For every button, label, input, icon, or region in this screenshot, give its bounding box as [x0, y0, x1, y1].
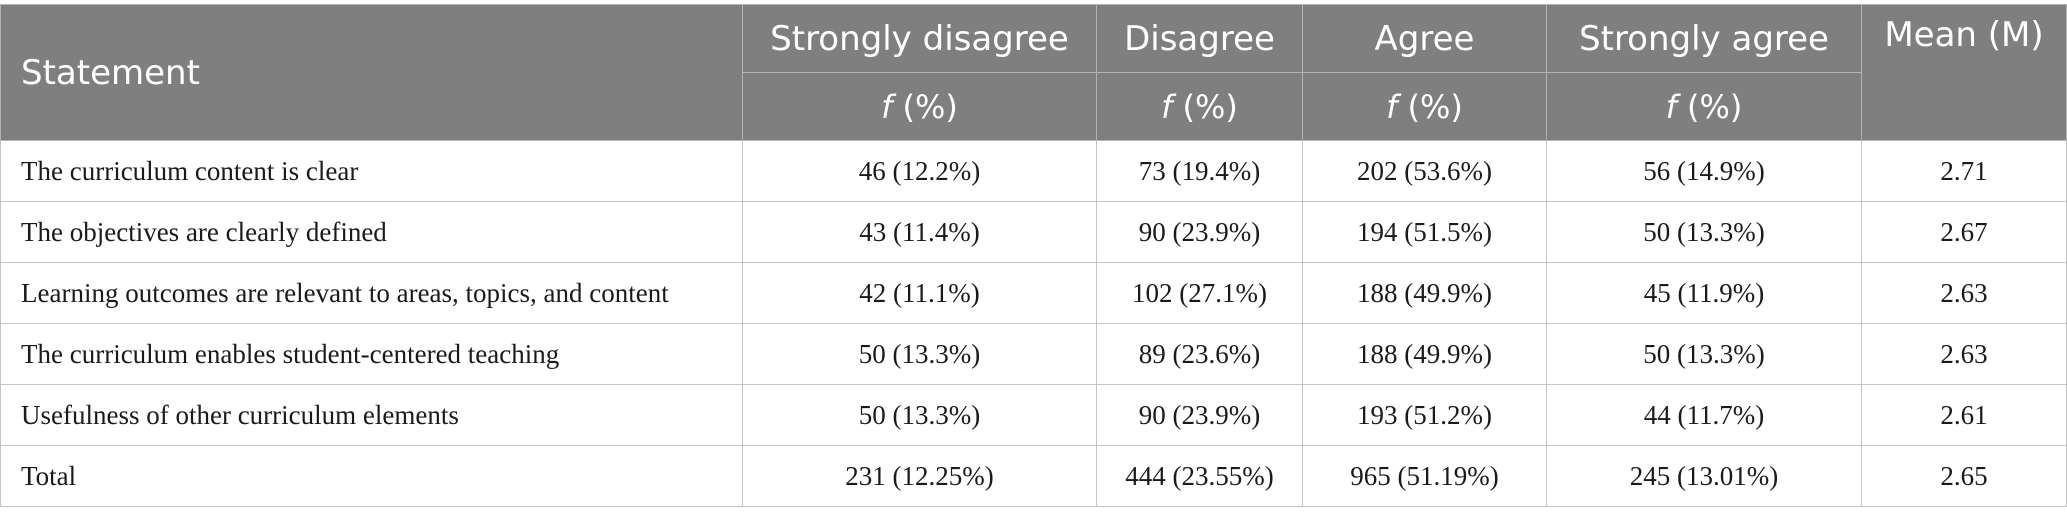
subheader-pct: (%): [1172, 87, 1238, 126]
cell-strongly-disagree: 46 (12.2%): [742, 140, 1097, 202]
cell-disagree: 444 (23.55%): [1096, 445, 1303, 507]
table-row: The objectives are clearly defined 43 (1…: [0, 201, 2067, 263]
table-row: The curriculum enables student-centered …: [0, 323, 2067, 385]
table-header: Statement Strongly disagree Disagree Agr…: [0, 4, 2067, 141]
cell-mean: 2.63: [1861, 323, 2067, 385]
subheader-f: f: [1665, 87, 1677, 126]
cell-disagree: 102 (27.1%): [1096, 262, 1303, 324]
table-body: The curriculum content is clear 46 (12.2…: [0, 140, 2067, 507]
subheader-frequency-percent: f (%): [1096, 72, 1303, 141]
cell-strongly-agree: 50 (13.3%): [1546, 201, 1862, 263]
subheader-pct: (%): [1397, 87, 1463, 126]
cell-strongly-agree: 245 (13.01%): [1546, 445, 1862, 507]
cell-agree: 202 (53.6%): [1302, 140, 1547, 202]
cell-strongly-agree: 50 (13.3%): [1546, 323, 1862, 385]
cell-mean: 2.63: [1861, 262, 2067, 324]
subheader-frequency-percent: f (%): [1302, 72, 1547, 141]
cell-agree: 188 (49.9%): [1302, 323, 1547, 385]
cell-mean: 2.67: [1861, 201, 2067, 263]
cell-statement: The curriculum enables student-centered …: [0, 323, 743, 385]
header-agree: Agree: [1302, 4, 1547, 73]
subheader-f: f: [1386, 87, 1398, 126]
cell-disagree: 90 (23.9%): [1096, 201, 1303, 263]
cell-strongly-disagree: 42 (11.1%): [742, 262, 1097, 324]
cell-strongly-disagree: 231 (12.25%): [742, 445, 1097, 507]
cell-strongly-disagree: 50 (13.3%): [742, 323, 1097, 385]
cell-disagree: 90 (23.9%): [1096, 384, 1303, 446]
table-row: Learning outcomes are relevant to areas,…: [0, 262, 2067, 324]
cell-agree: 188 (49.9%): [1302, 262, 1547, 324]
cell-mean: 2.65: [1861, 445, 2067, 507]
subheader-pct: (%): [1676, 87, 1743, 126]
cell-strongly-disagree: 43 (11.4%): [742, 201, 1097, 263]
cell-disagree: 89 (23.6%): [1096, 323, 1303, 385]
cell-statement: Learning outcomes are relevant to areas,…: [0, 262, 743, 324]
header-row: Statement Strongly disagree Disagree Agr…: [0, 4, 2067, 141]
cell-mean: 2.61: [1861, 384, 2067, 446]
cell-strongly-agree: 56 (14.9%): [1546, 140, 1862, 202]
cell-statement: The curriculum content is clear: [0, 140, 743, 202]
subheader-pct: (%): [892, 87, 958, 126]
header-strongly-agree: Strongly agree: [1546, 4, 1862, 73]
cell-disagree: 73 (19.4%): [1096, 140, 1303, 202]
cell-statement: Total: [0, 445, 743, 507]
cell-statement: Usefulness of other curriculum elements: [0, 384, 743, 446]
header-statement: Statement: [0, 4, 743, 141]
cell-strongly-agree: 44 (11.7%): [1546, 384, 1862, 446]
table-row: The curriculum content is clear 46 (12.2…: [0, 140, 2067, 202]
cell-strongly-agree: 45 (11.9%): [1546, 262, 1862, 324]
cell-agree: 965 (51.19%): [1302, 445, 1547, 507]
subheader-frequency-percent: f (%): [742, 72, 1097, 141]
cell-strongly-disagree: 50 (13.3%): [742, 384, 1097, 446]
subheader-frequency-percent: f (%): [1546, 72, 1862, 141]
table-row-total: Total 231 (12.25%) 444 (23.55%) 965 (51.…: [0, 445, 2067, 507]
cell-agree: 194 (51.5%): [1302, 201, 1547, 263]
survey-results-table: Statement Strongly disagree Disagree Agr…: [0, 4, 2067, 507]
table-row: Usefulness of other curriculum elements …: [0, 384, 2067, 446]
cell-statement: The objectives are clearly defined: [0, 201, 743, 263]
header-strongly-disagree: Strongly disagree: [742, 4, 1097, 73]
subheader-f: f: [881, 87, 893, 126]
cell-agree: 193 (51.2%): [1302, 384, 1547, 446]
header-disagree: Disagree: [1096, 4, 1303, 73]
subheader-f: f: [1161, 87, 1173, 126]
cell-mean: 2.71: [1861, 140, 2067, 202]
header-subrow: f (%) f (%) f (%) f (%): [1, 72, 2067, 141]
header-mean: Mean (M): [1861, 4, 2067, 141]
